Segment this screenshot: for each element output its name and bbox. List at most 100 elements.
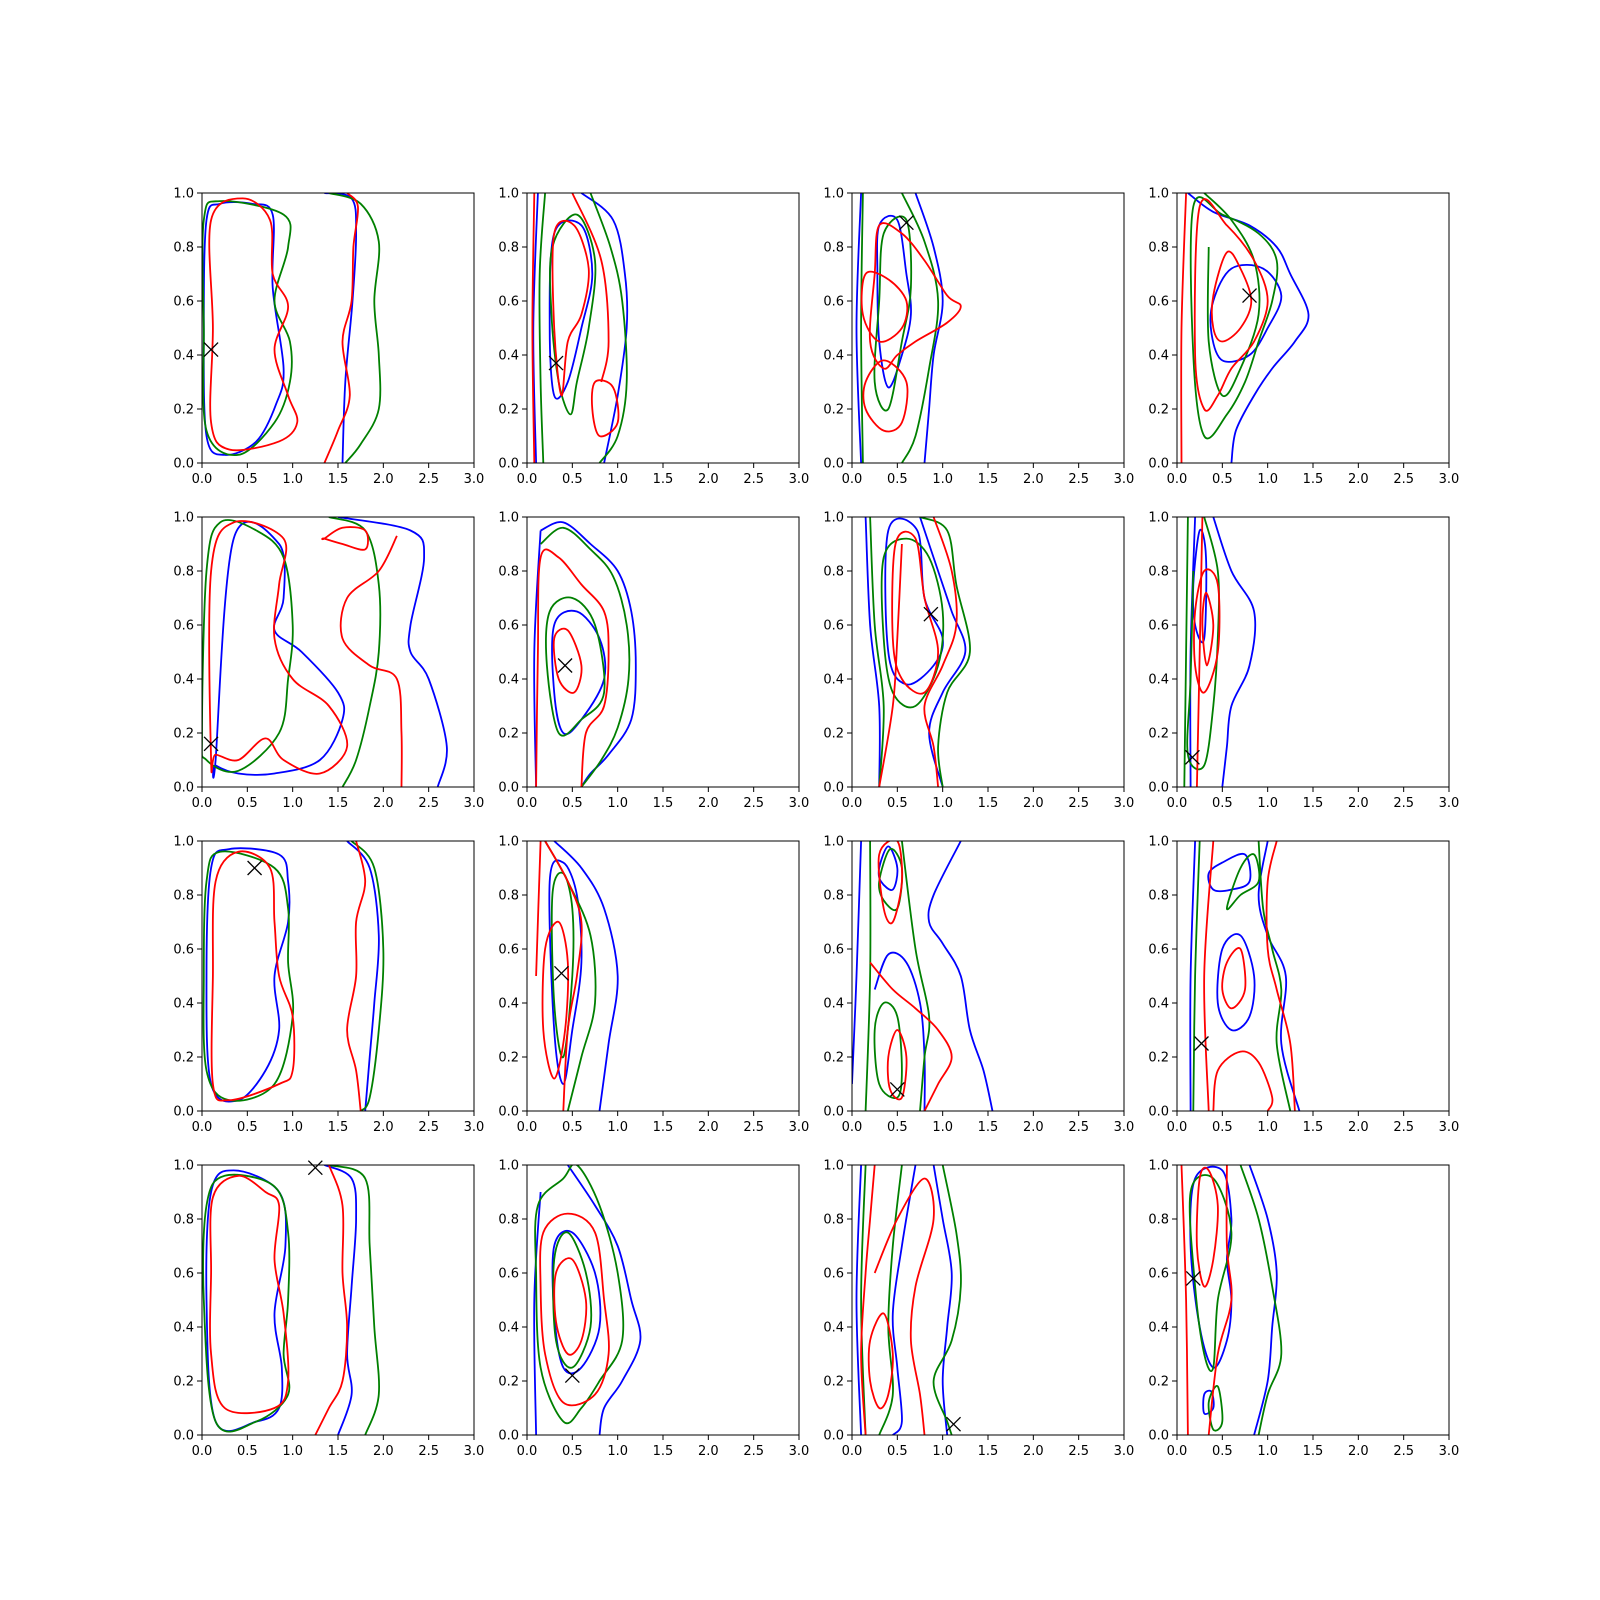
contour-blue-2 — [548, 219, 594, 400]
contour-group — [852, 841, 994, 1111]
y-tick-label: 0.4 — [1148, 1321, 1169, 1336]
contour-red-9 — [878, 543, 903, 787]
contour-blue-2 — [891, 1165, 917, 1435]
x-tick-label: 0.0 — [842, 472, 863, 487]
contour-group — [535, 841, 619, 1111]
x-tick-label: 0.0 — [517, 472, 538, 487]
contour-green-4 — [1183, 517, 1189, 787]
y-tick-label: 0.0 — [498, 781, 519, 796]
contour-red-6 — [541, 920, 570, 1080]
x-tick-label: 2.0 — [373, 1444, 394, 1459]
contour-green-7 — [901, 841, 931, 1111]
y-tick-label: 0.8 — [498, 241, 519, 256]
contour-green-7 — [1257, 841, 1292, 1111]
y-tick-label: 0.2 — [498, 403, 519, 418]
contour-red-7 — [553, 1257, 588, 1356]
x-tick-label: 0.5 — [1212, 472, 1233, 487]
contour-blue-2 — [337, 517, 448, 787]
y-tick-label: 0.4 — [173, 997, 194, 1012]
contour-blue-1 — [567, 1165, 642, 1435]
axes-frame — [201, 840, 475, 1112]
y-tick-label: 0.2 — [1148, 727, 1169, 742]
contour-red-7 — [552, 627, 583, 694]
y-tick-label: 1.0 — [1148, 511, 1169, 526]
contour-blue-4 — [1257, 841, 1301, 1111]
x-tick-label: 2.0 — [1023, 1444, 1044, 1459]
x-tick-label: 3.0 — [1114, 1444, 1135, 1459]
contour-red-10 — [1212, 1050, 1274, 1111]
x-tick-label: 3.0 — [1114, 796, 1135, 811]
y-tick-label: 0.4 — [173, 673, 194, 688]
contour-green-4 — [328, 193, 382, 463]
x-tick-label: 2.0 — [698, 472, 719, 487]
y-tick-label: 1.0 — [173, 835, 194, 850]
panel-1-3: 0.0 0.5 1.0 1.5 2.0 2.5 3.0 0.0 0.2 0.4 0.6 0.8 1.0 — [823, 187, 1134, 488]
contour-group — [531, 193, 629, 463]
contour-green-6 — [919, 517, 971, 787]
x-tick-label: 1.0 — [932, 1444, 953, 1459]
x-tick-label: 2.5 — [743, 472, 764, 487]
contour-red-9 — [860, 1165, 876, 1435]
contour-green-4 — [860, 193, 864, 463]
x-tick-label: 1.5 — [653, 472, 674, 487]
contour-green-4 — [1188, 1174, 1233, 1372]
contour-red-7 — [339, 535, 403, 787]
y-tick-label: 0.0 — [823, 781, 844, 796]
x-tick-label: 0.5 — [887, 1120, 908, 1135]
x-tick-label: 0.0 — [1167, 1120, 1188, 1135]
x-tick-label: 2.0 — [1023, 796, 1044, 811]
y-tick-label: 0.0 — [823, 457, 844, 472]
contour-green-3 — [1189, 196, 1279, 440]
contour-green-4 — [869, 517, 885, 787]
x-tick-label: 0.0 — [517, 1444, 538, 1459]
contour-red-6 — [1210, 250, 1253, 343]
panel-4-4: 0.0 0.5 1.0 1.5 2.0 2.5 3.0 0.0 0.2 0.4 0.6 0.8 1.0 — [1148, 1159, 1459, 1460]
contour-red-6 — [1196, 517, 1204, 787]
x-tick-label: 0.0 — [517, 796, 538, 811]
contour-blue-2 — [323, 1165, 358, 1435]
y-tick-label: 0.6 — [173, 619, 194, 634]
x-tick-label: 1.5 — [653, 796, 674, 811]
x-tick-label: 0.0 — [192, 1120, 213, 1135]
y-tick-label: 0.8 — [498, 889, 519, 904]
contour-red-9 — [1207, 1165, 1233, 1435]
contour-green-4 — [540, 526, 631, 787]
y-tick-label: 0.4 — [823, 1321, 844, 1336]
contour-red-7 — [531, 193, 536, 463]
x-tick-label: 1.5 — [1303, 472, 1324, 487]
y-tick-label: 0.2 — [1148, 1051, 1169, 1066]
x-marker — [307, 1160, 323, 1176]
y-tick-label: 0.2 — [1148, 1375, 1169, 1390]
y-tick-label: 1.0 — [498, 187, 519, 202]
contour-green-5 — [552, 1231, 593, 1369]
contour-green-3 — [202, 519, 294, 773]
contour-blue-1 — [855, 1165, 862, 1435]
contour-blue-1 — [205, 847, 291, 1103]
contour-blue-1 — [855, 193, 862, 463]
y-tick-label: 0.2 — [173, 1051, 194, 1066]
x-marker — [553, 965, 569, 981]
y-tick-label: 0.2 — [498, 727, 519, 742]
contour-blue-2 — [548, 859, 583, 1085]
contour-red-5 — [208, 520, 349, 775]
contour-red-10 — [869, 961, 953, 1111]
y-tick-label: 0.6 — [498, 943, 519, 958]
axes-frame — [1176, 192, 1450, 464]
axes-frame — [526, 1164, 800, 1436]
x-tick-label: 2.5 — [1068, 1120, 1089, 1135]
contour-blue-1 — [1189, 841, 1196, 1111]
panel-1-2: 0.0 0.5 1.0 1.5 2.0 2.5 3.0 0.0 0.2 0.4 0.6 0.8 1.0 — [498, 187, 809, 488]
y-tick-label: 1.0 — [1148, 835, 1169, 850]
contour-blue-3 — [551, 609, 607, 735]
contour-red-9 — [862, 359, 909, 433]
contour-green-3 — [202, 200, 293, 457]
panel-1-1: 0.0 0.5 1.0 1.5 2.0 2.5 3.0 0.0 0.2 0.4 0.6 0.8 1.0 — [173, 187, 484, 488]
y-tick-label: 0.4 — [498, 997, 519, 1012]
y-tick-label: 0.0 — [823, 1429, 844, 1444]
y-tick-label: 0.4 — [173, 349, 194, 364]
x-tick-label: 1.0 — [1257, 796, 1278, 811]
x-tick-label: 2.5 — [418, 1444, 439, 1459]
y-tick-label: 0.8 — [823, 1213, 844, 1228]
y-tick-label: 1.0 — [173, 1159, 194, 1174]
y-tick-label: 0.2 — [823, 1051, 844, 1066]
